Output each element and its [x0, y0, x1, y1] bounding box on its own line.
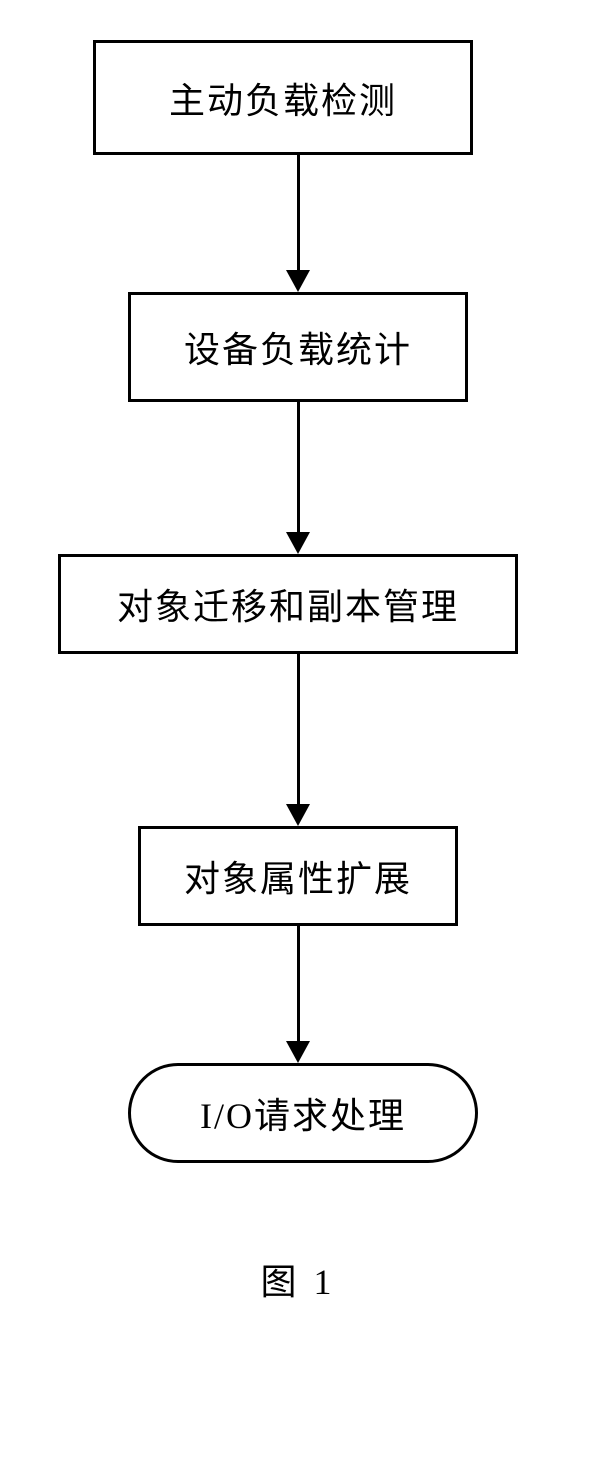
- arrow-line: [297, 654, 300, 804]
- node-label: 对象迁移和副本管理: [117, 578, 459, 630]
- node-label: 对象属性扩展: [184, 850, 412, 902]
- arrow-4: [286, 926, 310, 1063]
- node-object-attribute-extension: 对象属性扩展: [138, 826, 458, 926]
- arrow-head-icon: [286, 1041, 310, 1063]
- arrow-line: [297, 155, 300, 270]
- node-label: I/O请求处理: [200, 1087, 406, 1139]
- arrow-2: [286, 402, 310, 554]
- node-label: 主动负载检测: [169, 72, 397, 124]
- arrow-3: [286, 654, 310, 826]
- figure-caption: 图 1: [260, 1253, 335, 1305]
- node-label: 设备负载统计: [184, 321, 412, 373]
- arrow-line: [297, 402, 300, 532]
- node-io-request-processing: I/O请求处理: [128, 1063, 478, 1163]
- node-object-migration: 对象迁移和副本管理: [58, 554, 518, 654]
- arrow-head-icon: [286, 270, 310, 292]
- arrow-line: [297, 926, 300, 1041]
- node-device-load-stats: 设备负载统计: [128, 292, 468, 402]
- arrow-head-icon: [286, 532, 310, 554]
- flowchart-container: 主动负载检测 设备负载统计 对象迁移和副本管理 对象属性扩展 I/O请求处理 图…: [78, 40, 518, 1305]
- arrow-1: [286, 155, 310, 292]
- node-active-load-detection: 主动负载检测: [93, 40, 473, 155]
- arrow-head-icon: [286, 804, 310, 826]
